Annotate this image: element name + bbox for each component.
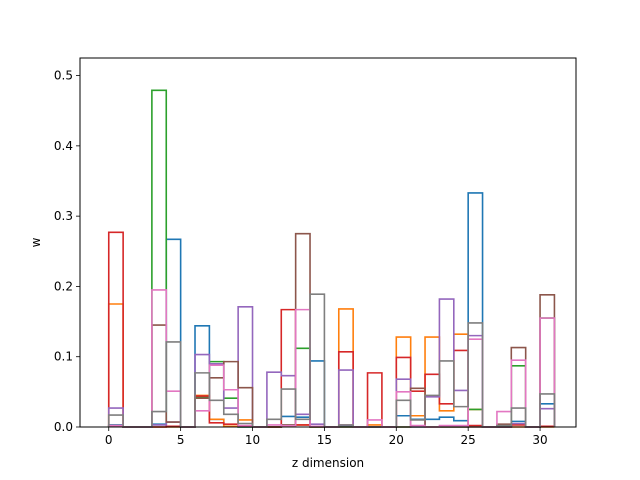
y-axis-label: w [29,237,43,247]
y-tick-label: 0.0 [54,420,73,434]
x-tick-label: 15 [317,433,332,447]
x-tick-label: 20 [389,433,404,447]
axes-frame [79,57,577,428]
y-tick-label: 0.4 [54,139,73,153]
x-tick-label: 10 [245,433,260,447]
x-tick-label: 5 [177,433,185,447]
y-tick-label: 0.3 [54,209,73,223]
y-tick-label: 0.5 [54,69,73,83]
x-tick-label: 30 [532,433,547,447]
x-tick-label: 25 [461,433,476,447]
y-tick-label: 0.1 [54,350,73,364]
x-axis-label: z dimension [292,456,364,470]
ticks-layer: 0 5 10 15 20 25 30 0.0 0.1 0.2 0.3 0.4 0.5 [54,69,548,447]
y-tick-label: 0.2 [54,279,73,293]
x-tick-label: 0 [105,433,113,447]
